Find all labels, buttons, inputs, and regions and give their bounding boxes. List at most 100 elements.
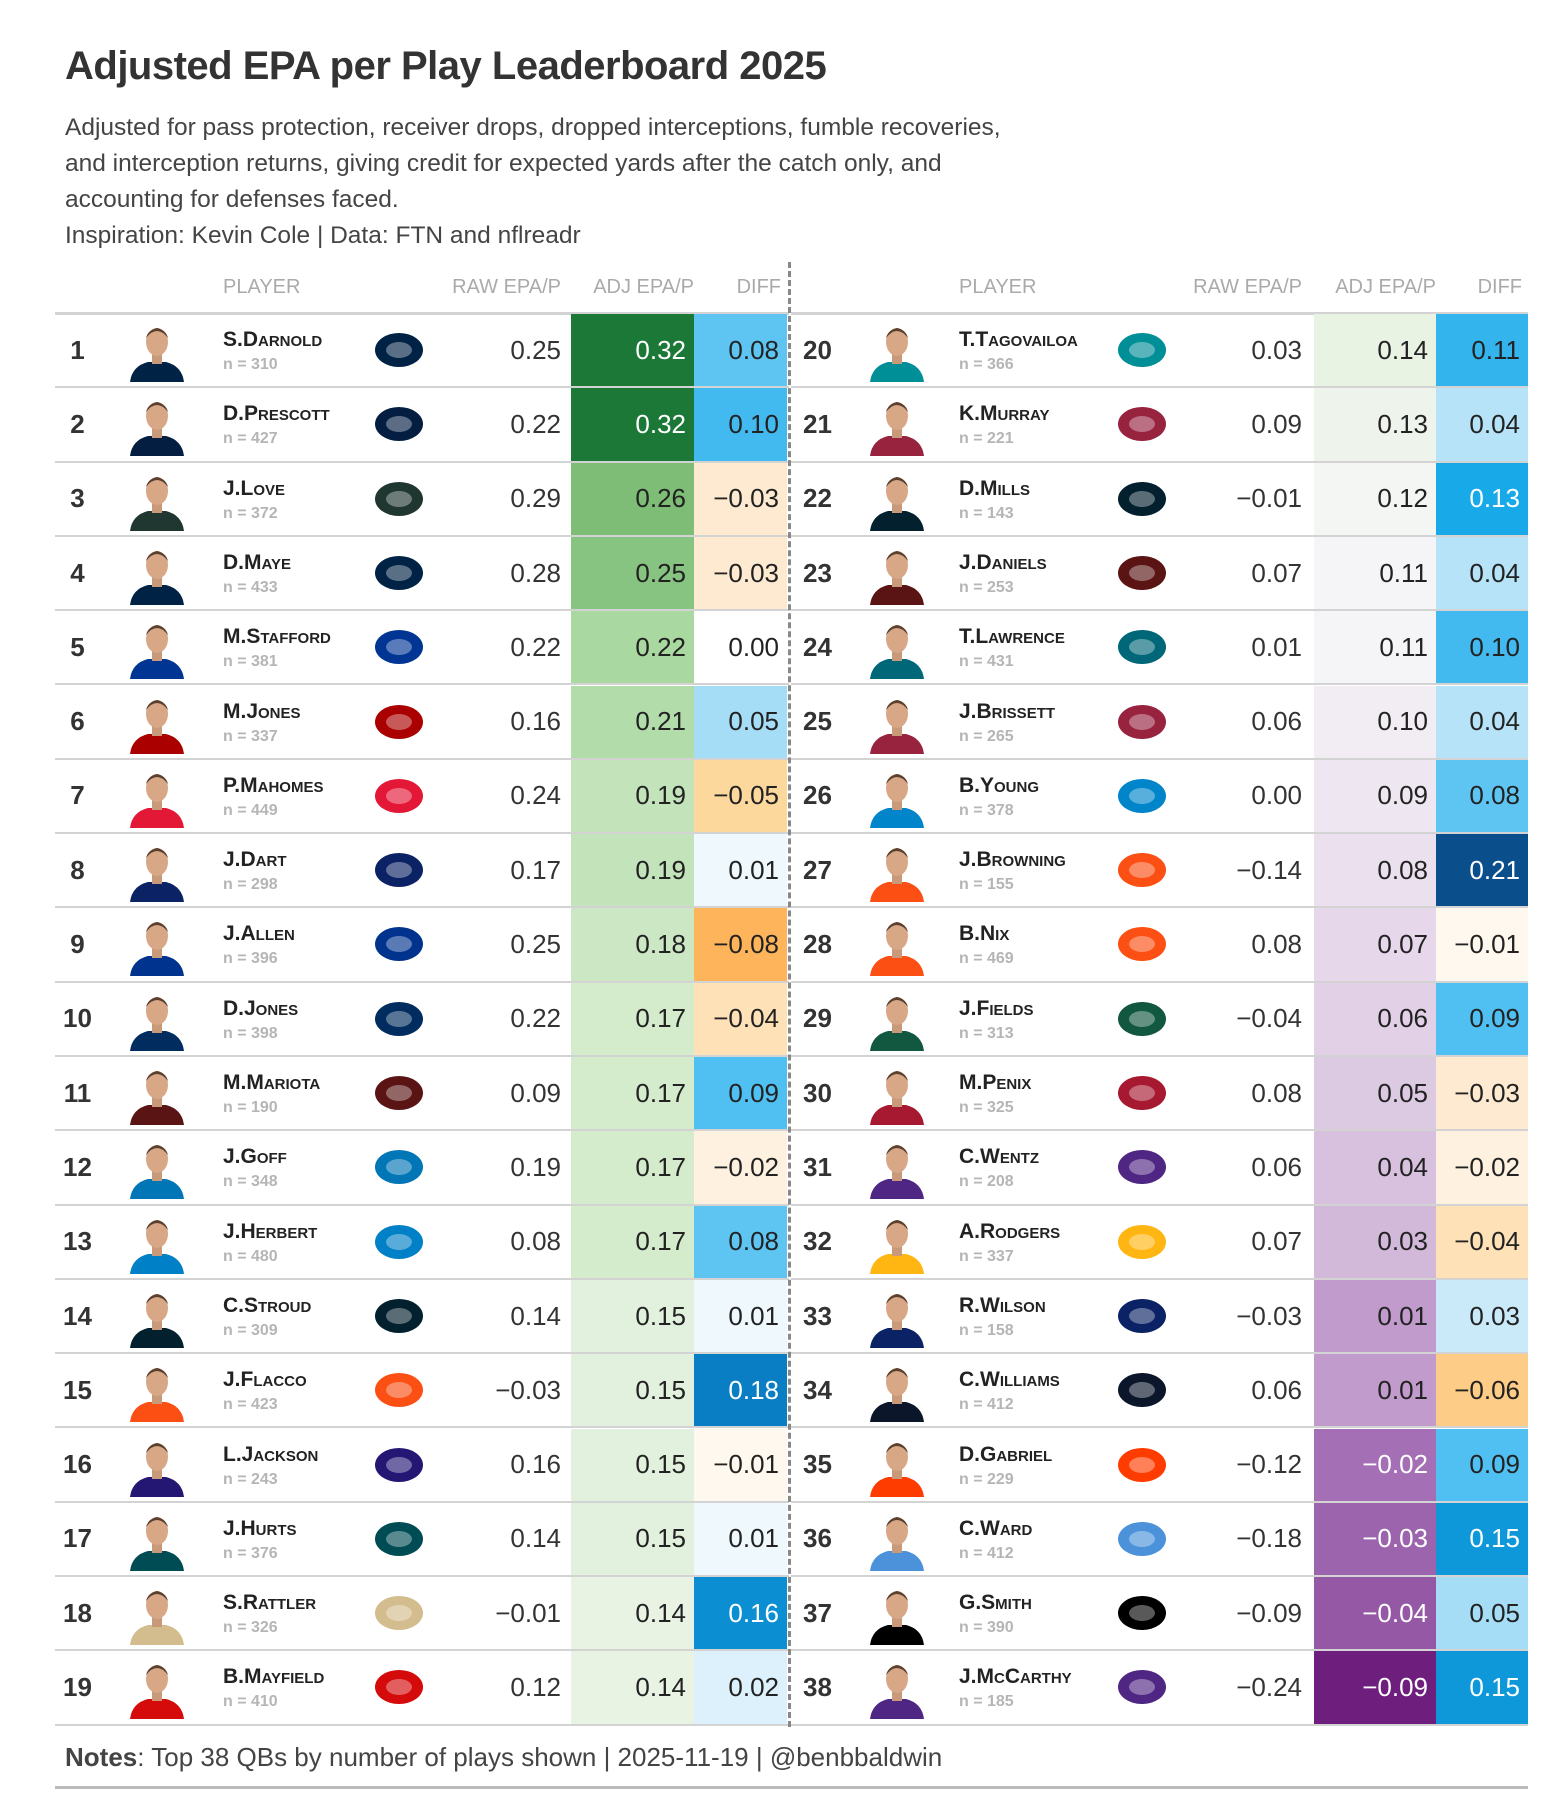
rank: 2: [70, 408, 85, 439]
raw-epa: −0.03: [1236, 1300, 1302, 1331]
play-count: n = 190: [223, 1099, 278, 1116]
rank: 9: [70, 929, 85, 960]
player-headshot-icon: [130, 699, 184, 754]
raw-epa: 0.06: [1251, 1374, 1302, 1405]
raw-epa: 0.06: [1251, 1151, 1302, 1182]
diff-cell: 0.15: [1436, 1502, 1528, 1576]
raw-epa: −0.03: [495, 1374, 561, 1405]
adj-epa-cell: 0.01: [1314, 1279, 1436, 1353]
team-logo-icon: [1118, 853, 1166, 888]
rank: 17: [63, 1523, 92, 1554]
play-count: n = 243: [223, 1470, 278, 1488]
player-headshot-icon: [870, 550, 924, 605]
diff-cell: 0.10: [694, 388, 787, 461]
play-count: n = 143: [959, 504, 1014, 522]
raw-epa: 0.16: [510, 706, 561, 737]
player-name: J.Goff: [223, 1145, 287, 1169]
rank: 8: [70, 854, 85, 885]
player-headshot-icon: [130, 1442, 184, 1497]
diff-cell: 0.09: [1436, 1428, 1528, 1501]
table-row: 2 D.Prescott n = 427 0.22 0.32 0.10: [55, 388, 789, 463]
player-headshot-icon: [870, 476, 924, 531]
rank: 38: [803, 1672, 832, 1703]
diff-cell: 0.11: [1436, 314, 1528, 387]
table-row: 35 D.Gabriel n = 229 −0.12 −0.02 0.09: [791, 1428, 1528, 1503]
player-name: M.Stafford: [223, 625, 331, 649]
table-row: 5 M.Stafford n = 381 0.22 0.22 0.00: [55, 611, 789, 686]
player-headshot-icon: [130, 328, 184, 382]
table-row: 13 J.Herbert n = 480 0.08 0.17 0.08: [55, 1205, 789, 1280]
raw-epa: 0.14: [510, 1300, 561, 1331]
team-logo-icon: [1118, 1670, 1166, 1705]
table-row: 34 C.Williams n = 412 0.06 0.01 −0.06: [791, 1354, 1528, 1429]
player-name: M.Penix: [959, 1071, 1032, 1094]
player-name: D.Jones: [223, 996, 299, 1020]
team-logo-icon: [1118, 1150, 1166, 1185]
table-row: 36 C.Ward n = 412 −0.18 −0.03 0.15: [791, 1502, 1528, 1578]
adj-epa-cell: 0.17: [571, 982, 694, 1055]
table-row: 30 M.Penix n = 325 0.08 0.05 −0.03: [791, 1057, 1528, 1132]
raw-epa: 0.16: [510, 1449, 561, 1480]
table-row: 24 T.Lawrence n = 431 0.01 0.11 0.10: [791, 611, 1528, 686]
rank: 21: [803, 408, 832, 439]
team-logo-icon: [375, 1670, 423, 1705]
player-headshot-icon: [130, 402, 184, 457]
table-row: 7 P.Mahomes n = 449 0.24 0.19 −0.05: [55, 759, 789, 835]
table-row: 12 J.Goff n = 348 0.19 0.17 −0.02: [55, 1131, 789, 1206]
rank: 28: [803, 929, 832, 960]
player-name: C.Ward: [959, 1516, 1033, 1540]
team-logo-icon: [1118, 333, 1166, 367]
header-rule: [791, 312, 1528, 315]
player-headshot-icon: [130, 1368, 184, 1423]
raw-epa: 0.08: [1251, 1077, 1302, 1108]
table-row: 19 B.Mayfield n = 410 0.12 0.14 0.02: [55, 1651, 789, 1726]
rank: 29: [803, 1003, 832, 1034]
team-logo-icon: [1118, 1076, 1166, 1110]
team-logo-icon: [375, 630, 423, 665]
player-name: J.Brissett: [959, 699, 1056, 723]
rank: 5: [70, 631, 85, 662]
play-count: n = 412: [959, 1544, 1014, 1562]
table-row: 31 C.Wentz n = 208 0.06 0.04 −0.02: [791, 1131, 1528, 1206]
raw-epa: −0.24: [1236, 1672, 1302, 1703]
team-logo-icon: [375, 555, 423, 590]
team-logo-icon: [1118, 1521, 1166, 1556]
subtitle-line: Adjusted for pass protection, receiver d…: [65, 114, 1001, 141]
raw-epa: 0.09: [1251, 408, 1302, 439]
raw-epa: −0.09: [1236, 1597, 1302, 1628]
player-name: B.Young: [959, 773, 1040, 797]
player-name: J.Herbert: [223, 1219, 318, 1243]
rank: 6: [70, 706, 85, 737]
table-row: 28 B.Nix n = 469 0.08 0.07 −0.01: [791, 908, 1528, 983]
raw-epa: 0.29: [510, 483, 561, 514]
table-row: 32 A.Rodgers n = 337 0.07 0.03 −0.04: [791, 1205, 1528, 1280]
player-name: T.Lawrence: [959, 625, 1065, 649]
header-player: PLAYER: [223, 276, 301, 298]
subtitle-line: and interception returns, giving credit …: [65, 150, 942, 177]
team-logo-icon: [375, 778, 423, 813]
raw-epa: 0.22: [510, 631, 561, 662]
play-count: n = 390: [959, 1619, 1014, 1637]
table-row: 10 D.Jones n = 398 0.22 0.17 −0.04: [55, 982, 789, 1057]
play-count: n = 398: [223, 1024, 278, 1042]
rank: 16: [63, 1449, 92, 1480]
play-count: n = 427: [223, 430, 278, 448]
raw-epa: 0.06: [1251, 706, 1302, 737]
play-count: n = 348: [223, 1173, 278, 1191]
player-name: J.Dart: [223, 848, 287, 872]
table-row: 21 K.Murray n = 221 0.09 0.13 0.04: [791, 388, 1528, 463]
play-count: n = 433: [223, 578, 278, 596]
player-headshot-icon: [870, 1516, 924, 1571]
rank: 20: [803, 334, 832, 365]
player-headshot-icon: [870, 1219, 924, 1274]
play-count: n = 410: [223, 1693, 278, 1711]
play-count: n = 469: [959, 950, 1014, 968]
team-logo-icon: [375, 1596, 423, 1631]
adj-epa-cell: 0.14: [571, 1577, 694, 1650]
team-logo-icon: [375, 1224, 423, 1259]
player-name: R.Wilson: [959, 1293, 1046, 1317]
player-headshot-icon: [130, 1665, 184, 1720]
team-logo-icon: [375, 333, 423, 367]
play-count: n = 337: [223, 727, 278, 745]
rank: 31: [803, 1151, 832, 1182]
